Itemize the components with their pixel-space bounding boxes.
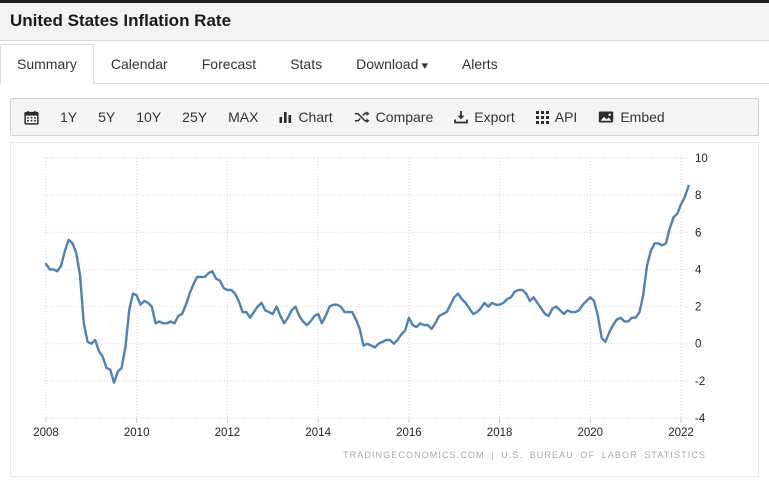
date-range-button[interactable] xyxy=(24,110,39,125)
x-axis-label: 2010 xyxy=(124,427,150,439)
bar-chart-icon xyxy=(279,110,292,124)
caret-down-icon: ▾ xyxy=(421,60,429,72)
y-axis-label: 2 xyxy=(695,302,701,314)
y-axis-label: 6 xyxy=(695,227,701,239)
x-axis-label: 2022 xyxy=(668,427,694,439)
tab-calendar[interactable]: Calendar xyxy=(110,56,168,72)
range-5y-button[interactable]: 5Y xyxy=(98,109,116,125)
y-axis-label: -2 xyxy=(695,376,705,388)
range-1y-button[interactable]: 1Y xyxy=(60,109,78,125)
tab-summary[interactable]: Summary xyxy=(0,44,94,84)
y-axis-label: 4 xyxy=(695,264,702,276)
download-icon xyxy=(454,110,469,124)
tab-stats[interactable]: Stats xyxy=(290,56,323,72)
compare-button[interactable]: Compare xyxy=(354,109,433,125)
x-axis-label: 2008 xyxy=(33,427,59,439)
x-axis-label: 2012 xyxy=(215,427,241,439)
x-axis-label: 2016 xyxy=(396,427,422,439)
tab-alerts[interactable]: Alerts xyxy=(461,56,498,72)
top-accent-bar xyxy=(0,0,769,3)
tab-download[interactable]: Download ▾ xyxy=(356,56,429,72)
tab-forecast[interactable]: Forecast xyxy=(201,56,257,72)
y-axis-label: -4 xyxy=(695,413,706,425)
page-title: United States Inflation Rate xyxy=(10,11,232,30)
embed-button[interactable]: Embed xyxy=(598,109,665,125)
y-axis-label: 0 xyxy=(695,339,701,351)
y-axis-label: 10 xyxy=(695,153,708,165)
y-axis-label: 8 xyxy=(695,190,701,202)
api-button[interactable]: API xyxy=(535,109,577,125)
range-25y-button[interactable]: 25Y xyxy=(182,109,208,125)
grid-dots-icon xyxy=(535,110,549,124)
chart-panel: 10 8 6 4 2 0 -2 -4 2008 2010 2012 2014 2016 2018 2020 2… xyxy=(10,142,759,477)
x-axis-label: 2020 xyxy=(578,427,604,439)
export-button[interactable]: Export xyxy=(454,109,515,125)
calendar-icon xyxy=(24,110,39,125)
chart-attribution: TRADINGECONOMICS.COM | U.S. BUREAU OF LA… xyxy=(343,450,706,460)
range-10y-button[interactable]: 10Y xyxy=(136,109,162,125)
shuffle-icon xyxy=(354,110,370,124)
image-icon xyxy=(598,110,614,124)
x-axis-label: 2018 xyxy=(487,427,513,439)
chart-type-button[interactable]: Chart xyxy=(279,109,333,125)
range-max-button[interactable]: MAX xyxy=(228,109,259,125)
x-axis-label: 2014 xyxy=(305,427,331,439)
inflation-rate-chart: 10 8 6 4 2 0 -2 -4 2008 2010 2012 2014 2016 2018 2020 2… xyxy=(33,153,708,439)
chart-toolbar: 1Y 5Y 10Y 25Y MAX Chart Compare xyxy=(10,98,759,136)
inflation-series-line xyxy=(44,184,690,384)
tab-bar: Summary Calendar Forecast Stats Download… xyxy=(0,44,769,84)
page-header: United States Inflation Rate xyxy=(0,3,769,41)
